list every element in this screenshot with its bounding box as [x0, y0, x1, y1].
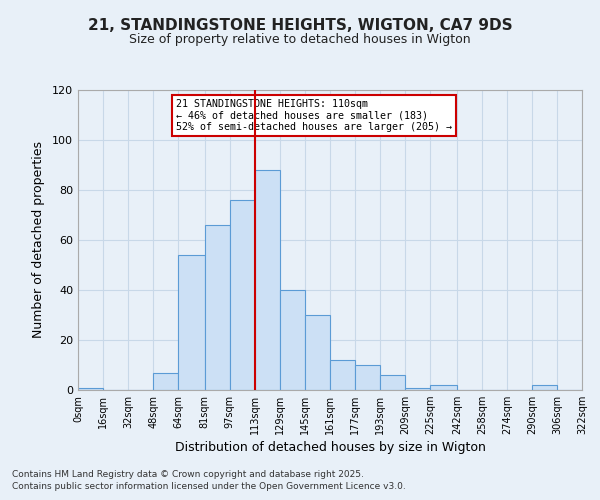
- Bar: [230, 200, 255, 390]
- Bar: [532, 385, 557, 390]
- Text: Size of property relative to detached houses in Wigton: Size of property relative to detached ho…: [129, 32, 471, 46]
- Bar: [305, 315, 330, 390]
- X-axis label: Distribution of detached houses by size in Wigton: Distribution of detached houses by size …: [175, 442, 485, 454]
- Bar: [178, 255, 205, 390]
- Bar: [430, 385, 457, 390]
- Text: 21 STANDINGSTONE HEIGHTS: 110sqm
← 46% of detached houses are smaller (183)
52% : 21 STANDINGSTONE HEIGHTS: 110sqm ← 46% o…: [176, 99, 452, 132]
- Bar: [280, 290, 305, 390]
- Bar: [255, 170, 280, 390]
- Y-axis label: Number of detached properties: Number of detached properties: [32, 142, 45, 338]
- Text: 21, STANDINGSTONE HEIGHTS, WIGTON, CA7 9DS: 21, STANDINGSTONE HEIGHTS, WIGTON, CA7 9…: [88, 18, 512, 32]
- Bar: [380, 375, 405, 390]
- Bar: [205, 225, 230, 390]
- Bar: [355, 365, 380, 390]
- Bar: [330, 360, 355, 390]
- Text: Contains public sector information licensed under the Open Government Licence v3: Contains public sector information licen…: [12, 482, 406, 491]
- Text: Contains HM Land Registry data © Crown copyright and database right 2025.: Contains HM Land Registry data © Crown c…: [12, 470, 364, 479]
- Bar: [153, 372, 178, 390]
- Bar: [78, 388, 103, 390]
- Bar: [405, 388, 430, 390]
